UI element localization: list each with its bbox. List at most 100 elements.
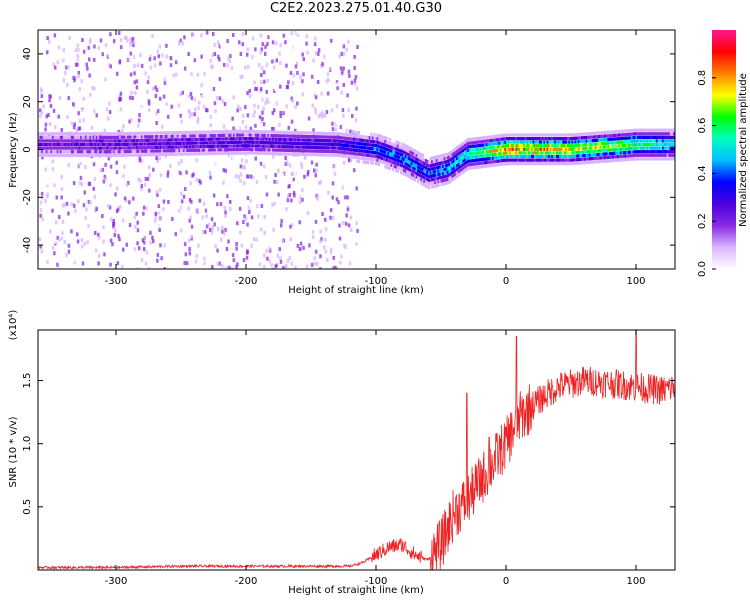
ridge-cell: [357, 152, 360, 156]
ridge-cell: [145, 138, 148, 142]
noise-cell: [221, 99, 225, 104]
noise-cell: [94, 230, 97, 235]
noise-cell: [314, 110, 318, 115]
ridge-cell: [273, 144, 276, 148]
ridge-cell: [256, 148, 259, 152]
ridge-cell: [535, 162, 538, 166]
noise-cell: [203, 261, 206, 266]
ridge-cell: [228, 130, 231, 134]
ridge-cell: [582, 143, 585, 147]
noise-cell: [276, 180, 279, 185]
ridge-cell: [451, 164, 454, 168]
ridge-cell: [362, 138, 365, 143]
ridge-cell: [348, 140, 351, 144]
ridge-cell: [669, 150, 672, 154]
ridge-cell: [147, 149, 150, 153]
noise-cell: [236, 190, 239, 195]
noise-cell: [300, 157, 304, 162]
ridge-cell: [359, 149, 362, 153]
ridge-cell: [468, 166, 471, 170]
ridge-cell: [477, 154, 481, 158]
ridge-cell: [69, 142, 72, 147]
noise-cell: [346, 207, 350, 212]
ridge-cell: [442, 168, 445, 172]
ridge-cell: [545, 158, 548, 162]
ridge-cell: [512, 158, 515, 162]
ridge-cell: [414, 167, 417, 171]
ridge-cell: [566, 140, 569, 144]
noise-cell: [301, 52, 304, 57]
ridge-cell: [282, 145, 286, 149]
ridge-cell: [312, 131, 315, 135]
ridge-cell: [73, 135, 77, 139]
ridge-cell: [437, 155, 440, 159]
ridge-cell: [142, 149, 145, 153]
noise-cell: [57, 72, 60, 77]
ridge-cell: [574, 133, 577, 137]
ridge-cell: [382, 150, 385, 154]
noise-cell: [119, 91, 123, 96]
ridge-cell: [648, 128, 651, 132]
ridge-cell: [438, 179, 442, 183]
ridge-cell: [256, 151, 259, 155]
ridge-cell: [454, 176, 457, 180]
ridge-cell: [240, 140, 243, 144]
noise-cell: [87, 224, 90, 229]
ridge-cell: [490, 149, 493, 153]
ridge-cell: [584, 146, 587, 150]
ridge-cell: [276, 148, 279, 152]
ridge-cell: [423, 169, 426, 173]
noise-cell: [144, 71, 147, 76]
ridge-cell: [563, 137, 566, 141]
ridge-cell: [91, 132, 94, 136]
ridge-cell: [222, 141, 225, 145]
ridge-cell: [42, 142, 45, 147]
ridge-cell: [501, 133, 504, 138]
noise-cell: [288, 184, 291, 188]
ridge-cell: [421, 182, 424, 186]
noise-cell: [221, 229, 224, 234]
ridge-cell: [326, 142, 329, 146]
ridge-cell: [507, 158, 510, 162]
ridge-cell: [390, 145, 393, 150]
ridge-cell: [662, 132, 665, 136]
ridge-cell: [253, 151, 256, 155]
noise-cell: [356, 45, 359, 49]
ridge-cell: [605, 152, 608, 156]
noise-cell: [312, 128, 315, 133]
noise-cell: [174, 31, 178, 35]
ridge-cell: [298, 152, 301, 156]
noise-cell: [60, 128, 63, 132]
ridge-cell: [666, 153, 669, 157]
noise-cell: [271, 111, 275, 116]
ridge-cell: [467, 156, 470, 160]
ridge-cell: [281, 152, 284, 156]
ridge-cell: [108, 146, 111, 150]
noise-cell: [311, 74, 314, 79]
ridge-cell: [318, 142, 321, 146]
ridge-cell: [446, 177, 449, 181]
ridge-cell: [535, 144, 538, 148]
ridge-cell: [669, 153, 672, 157]
ridge-cell: [359, 145, 362, 149]
ridge-cell: [98, 135, 101, 139]
ridge-cell: [61, 135, 64, 139]
ridge-cell: [407, 164, 410, 168]
ridge-cell: [643, 132, 646, 136]
ridge-cell: [465, 157, 468, 161]
snr-series-line: [38, 330, 675, 570]
ridge-cell: [434, 170, 437, 174]
ridge-cell: [479, 154, 482, 158]
ridge-cell: [258, 151, 261, 155]
ridge-cell: [543, 133, 546, 137]
noise-cell: [336, 76, 339, 81]
noise-cell: [90, 54, 93, 59]
ridge-cell: [325, 139, 328, 143]
ridge-cell: [591, 149, 594, 153]
ridge-cell: [543, 140, 546, 144]
ridge-cell: [499, 159, 502, 163]
ridge-cell: [109, 153, 112, 157]
ridge-cell: [580, 154, 584, 158]
ridge-cell: [222, 148, 225, 152]
ridge-cell: [641, 132, 644, 136]
